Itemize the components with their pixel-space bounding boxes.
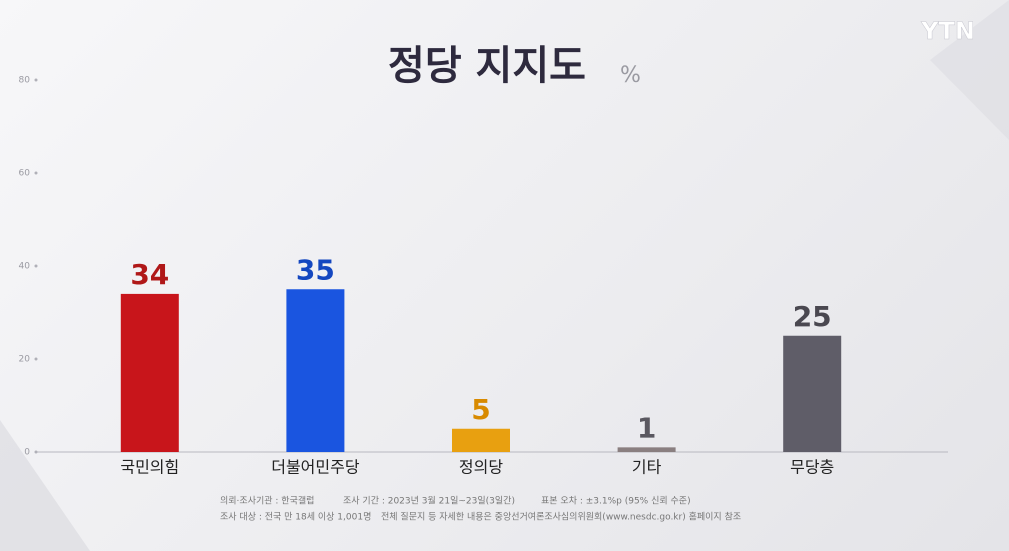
decoration	[0, 420, 90, 551]
value-label: 25	[793, 300, 832, 333]
value-label: 34	[130, 258, 169, 291]
value-label: 1	[637, 411, 656, 444]
tick-mark	[34, 450, 38, 454]
x-tick-label: 더불어민주당	[271, 458, 360, 477]
y-tick-label: 0	[24, 448, 30, 458]
x-tick-label: 기타	[632, 458, 662, 477]
bar	[783, 335, 842, 452]
tick-mark	[34, 264, 38, 268]
y-tick-label: 60	[19, 169, 31, 179]
x-tick-label: 국민의힘	[120, 458, 179, 477]
tick-mark	[34, 78, 38, 82]
bar	[617, 447, 676, 452]
unit-label: %	[620, 63, 641, 88]
footnote: 전체 질문지 등 자세한 내용은 중앙선거여론조사심의위원회(www.nesdc…	[381, 511, 741, 523]
x-tick-label: 무당층	[790, 458, 834, 477]
x-tick-label: 정의당	[459, 458, 503, 477]
bar	[120, 293, 179, 452]
tick-mark	[34, 357, 38, 361]
decoration	[930, 0, 1009, 140]
logo: YTN	[920, 17, 975, 45]
value-label: 5	[471, 393, 490, 426]
footnote: 의뢰·조사기관 : 한국갤럽	[220, 495, 314, 507]
y-tick-label: 20	[19, 355, 31, 365]
footnote: 조사 대상 : 전국 만 18세 이상 1,001명	[220, 512, 371, 523]
bar	[286, 289, 345, 452]
chart-title: 정당 지지도	[388, 43, 586, 89]
y-tick-label: 40	[19, 262, 31, 272]
footnote: 조사 기간 : 2023년 3월 21일~23일(3일간)	[343, 495, 515, 507]
value-label: 35	[296, 253, 335, 286]
tick-mark	[34, 171, 38, 175]
y-tick-label: 80	[19, 76, 31, 86]
footnote: 표본 오차 : ±3.1%p (95% 신뢰 수준)	[541, 495, 691, 507]
bar	[452, 428, 510, 452]
